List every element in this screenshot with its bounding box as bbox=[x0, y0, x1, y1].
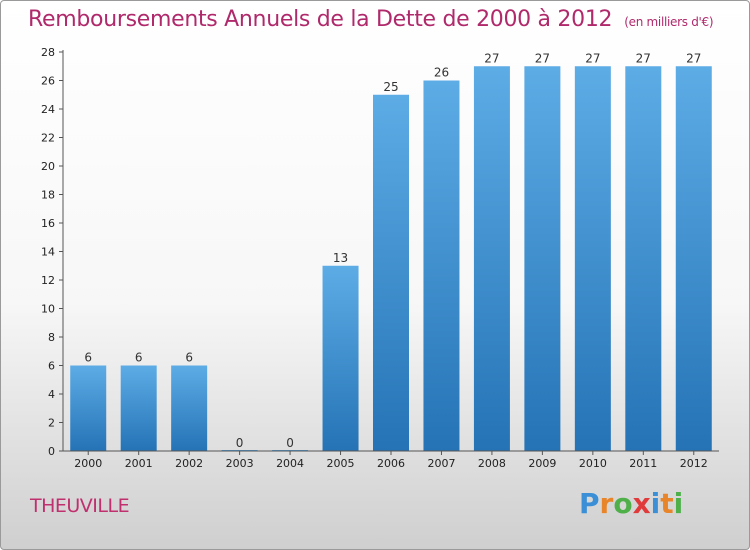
y-tick-label-24: 24 bbox=[41, 103, 55, 116]
bar-2010 bbox=[574, 66, 611, 451]
x-tick-label-2004: 2004 bbox=[276, 457, 304, 470]
bar-2009 bbox=[524, 66, 561, 451]
bar-2005 bbox=[322, 265, 359, 451]
bar-2011 bbox=[625, 66, 662, 451]
data-label-2007: 26 bbox=[434, 66, 449, 80]
y-tick-label-2: 2 bbox=[48, 417, 55, 430]
bar-2000 bbox=[70, 365, 107, 451]
axes-group: 2000 2001 2002 2003 2004 2005 2006 2007 2008 2009… bbox=[41, 46, 719, 470]
y-tick-label-18: 18 bbox=[41, 189, 55, 202]
logo-letter: t bbox=[660, 487, 674, 520]
data-label-2012: 27 bbox=[686, 51, 701, 65]
logo-letter: o bbox=[613, 487, 633, 520]
data-label-2009: 27 bbox=[535, 51, 550, 65]
y-tick-label-8: 8 bbox=[48, 331, 55, 344]
y-tick-label-10: 10 bbox=[41, 303, 55, 316]
bar-2012 bbox=[675, 66, 712, 451]
data-label-2010: 27 bbox=[585, 51, 600, 65]
logo-letter: r bbox=[599, 487, 614, 520]
bar-2001 bbox=[120, 365, 157, 451]
bar-2006 bbox=[373, 94, 409, 451]
x-tick-label-2000: 2000 bbox=[74, 457, 102, 470]
data-label-2004: 0 bbox=[286, 436, 294, 450]
data-label-2005: 13 bbox=[333, 251, 348, 265]
logo-letter: i bbox=[650, 487, 661, 520]
x-tick-label-2007: 2007 bbox=[427, 457, 455, 470]
bars-group: 6 6 6 0 0 13 25 26 27 27 27 27 27 bbox=[70, 51, 712, 451]
x-tick-label-2011: 2011 bbox=[629, 457, 657, 470]
data-label-2003: 0 bbox=[236, 436, 244, 450]
data-label-2002: 6 bbox=[185, 351, 193, 365]
data-label-2001: 6 bbox=[135, 351, 143, 365]
chart-subtitle: (en milliers d'€) bbox=[624, 15, 714, 29]
x-tick-label-2005: 2005 bbox=[327, 457, 355, 470]
x-tick-label-2006: 2006 bbox=[377, 457, 405, 470]
bar-2002 bbox=[171, 365, 208, 451]
proxiti-logo: Proxiti bbox=[579, 487, 683, 520]
chart-title-text: Remboursements Annuels de la Dette de 20… bbox=[28, 7, 613, 32]
y-tick-label-26: 26 bbox=[41, 75, 55, 88]
x-tick-label-2010: 2010 bbox=[579, 457, 607, 470]
logo-letter: P bbox=[579, 487, 600, 520]
x-tick-label-2002: 2002 bbox=[175, 457, 203, 470]
data-label-2006: 25 bbox=[383, 80, 398, 94]
x-tick-label-2001: 2001 bbox=[125, 457, 153, 470]
bar-2007 bbox=[423, 80, 460, 451]
data-label-2008: 27 bbox=[484, 51, 499, 65]
y-tick-label-14: 14 bbox=[41, 246, 55, 259]
y-tick-label-6: 6 bbox=[48, 360, 55, 373]
y-tick-label-28: 28 bbox=[41, 46, 55, 59]
y-tick-label-16: 16 bbox=[41, 217, 55, 230]
y-tick-label-0: 0 bbox=[48, 445, 55, 458]
y-tick-label-4: 4 bbox=[48, 388, 55, 401]
chart-title: Remboursements Annuels de la Dette de 20… bbox=[28, 7, 714, 32]
y-tick-label-12: 12 bbox=[41, 274, 55, 287]
data-label-2011: 27 bbox=[636, 51, 651, 65]
commune-name: THEUVILLE bbox=[30, 495, 130, 517]
y-tick-label-22: 22 bbox=[41, 132, 55, 145]
bar-2008 bbox=[473, 66, 510, 451]
y-tick-label-20: 20 bbox=[41, 160, 55, 173]
logo-letter: i bbox=[673, 487, 684, 520]
x-tick-label-2012: 2012 bbox=[680, 457, 708, 470]
x-tick-label-2008: 2008 bbox=[478, 457, 506, 470]
x-tick-label-2009: 2009 bbox=[528, 457, 556, 470]
x-tick-label-2003: 2003 bbox=[226, 457, 254, 470]
logo-letter: x bbox=[632, 487, 651, 520]
data-label-2000: 6 bbox=[84, 351, 92, 365]
